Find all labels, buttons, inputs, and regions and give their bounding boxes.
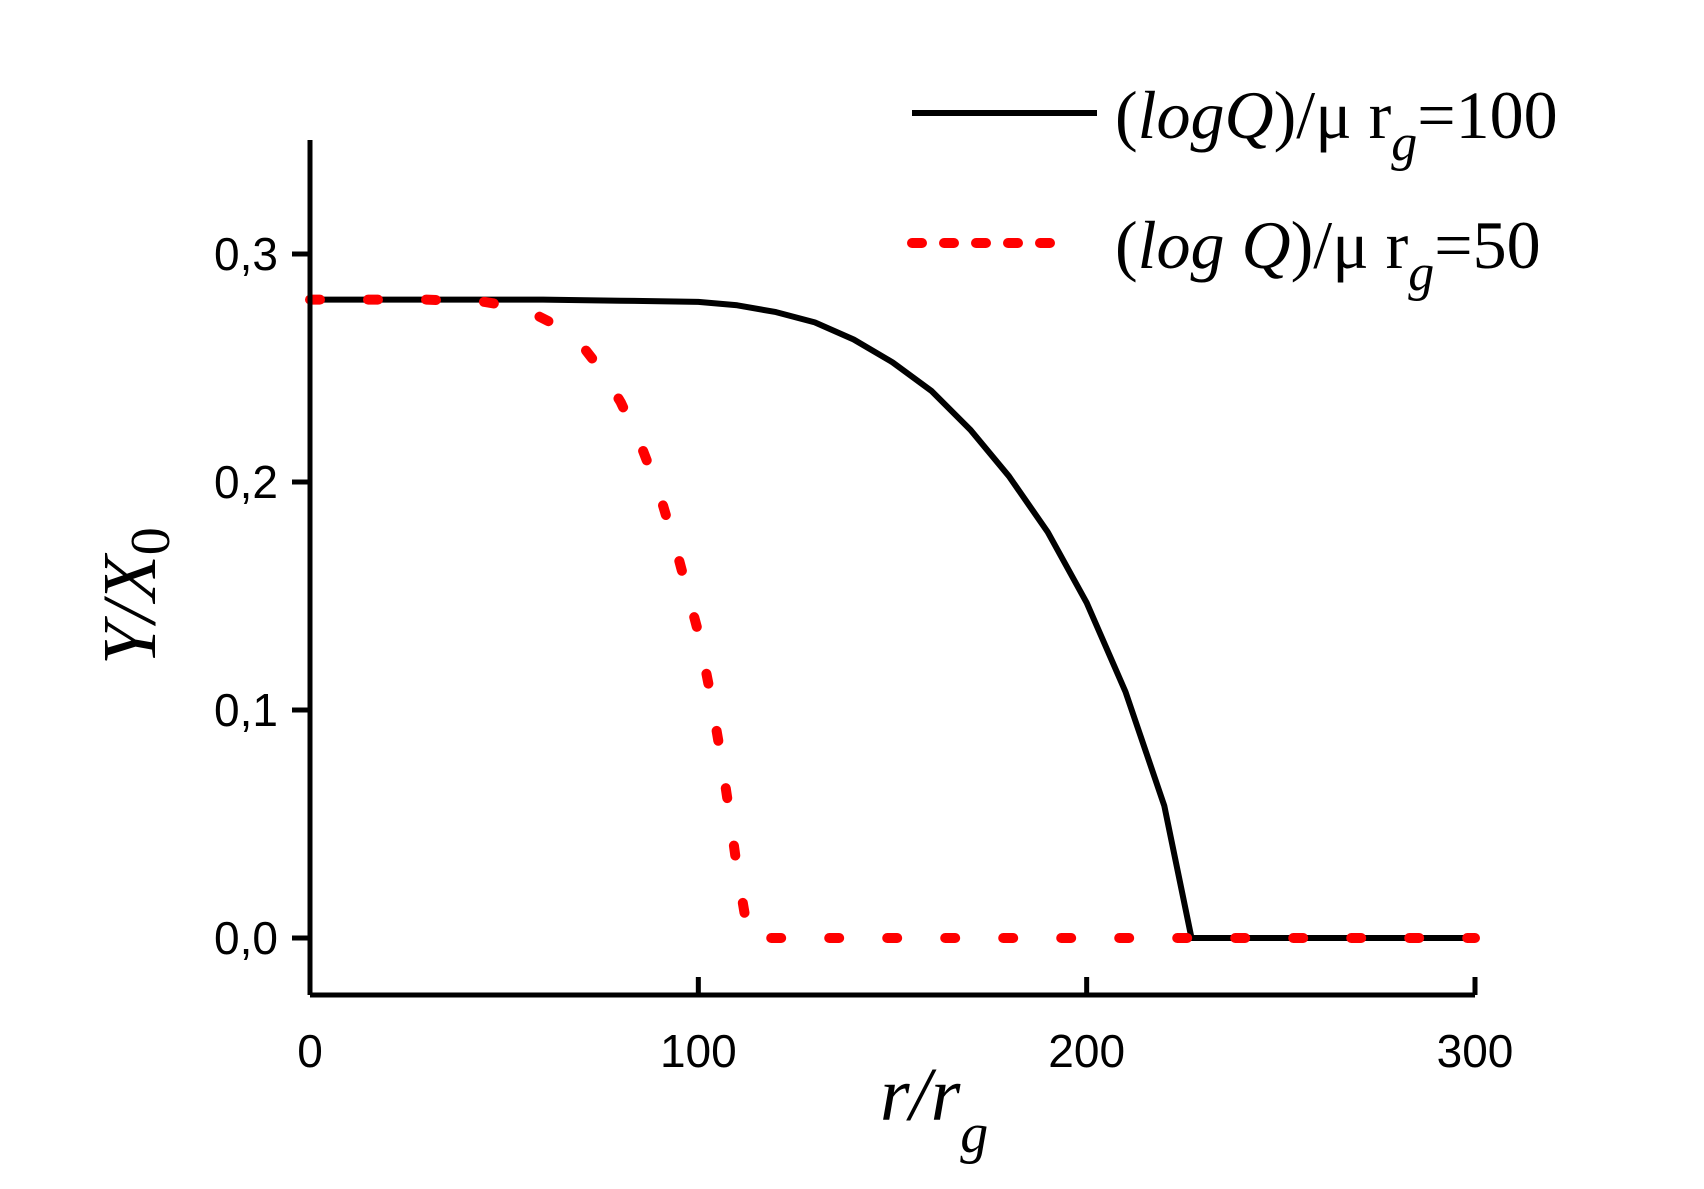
x-tick-label: 300 (1437, 1025, 1514, 1077)
y-tick-label: 0,3 (214, 228, 278, 280)
y-tick-label: 0,0 (214, 912, 278, 964)
x-tick-label: 200 (1048, 1025, 1125, 1077)
x-axis-title: r/rg (880, 1053, 988, 1165)
x-ticks: 0 100 200 300 (297, 977, 1513, 1077)
x-tick-label: 0 (297, 1025, 323, 1077)
series-line-dotted (305, 294, 1480, 943)
x-tick-label: 100 (660, 1025, 737, 1077)
y-tick-label: 0,2 (214, 456, 278, 508)
y-ticks: 0,0 0,1 0,2 0,3 (214, 228, 310, 964)
plot-lines (305, 294, 1480, 943)
legend-label-50: (log Q)/μ rg=50 (1115, 207, 1541, 302)
legend: (logQ)/μ rg=100 (log Q)/μ rg=50 (907, 77, 1558, 302)
y-axis-title: Y/X0 (88, 527, 182, 665)
y-tick-label: 0,1 (214, 684, 278, 736)
series-line-solid (310, 296, 1475, 941)
legend-label-100: (logQ)/μ rg=100 (1115, 77, 1558, 172)
